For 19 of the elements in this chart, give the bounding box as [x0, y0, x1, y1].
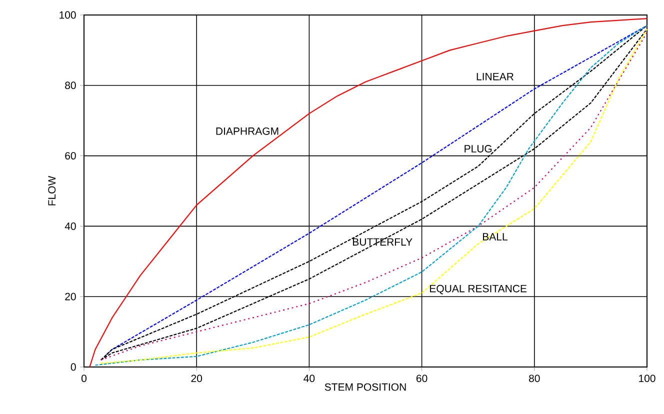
annotation: EQUAL RESITANCE: [430, 284, 527, 294]
annotation: LINEAR: [476, 72, 514, 80]
y-axis-title: FLOW: [48, 176, 56, 206]
y-tick-label: 20: [65, 292, 76, 300]
annotation: PLUG: [464, 145, 492, 152]
y-tick-label: 60: [65, 152, 76, 160]
x-tick-label: 40: [304, 374, 315, 382]
y-tick-label: 40: [64, 222, 76, 230]
x-tick-label: 20: [191, 374, 202, 382]
annotation: BALL: [483, 233, 508, 240]
y-tick-label: 80: [65, 82, 76, 90]
x-tick-label: 0: [81, 374, 87, 382]
x-tick-label: 80: [529, 374, 540, 382]
x-tick-label: 100: [639, 374, 656, 382]
x-axis-title: STEM POSITION: [324, 383, 406, 391]
x-tick-label: 60: [416, 374, 428, 382]
y-tick-label: 100: [60, 11, 76, 19]
y-tick-label: 0: [70, 363, 76, 371]
annotation: DIAPHRAGM: [216, 127, 278, 135]
